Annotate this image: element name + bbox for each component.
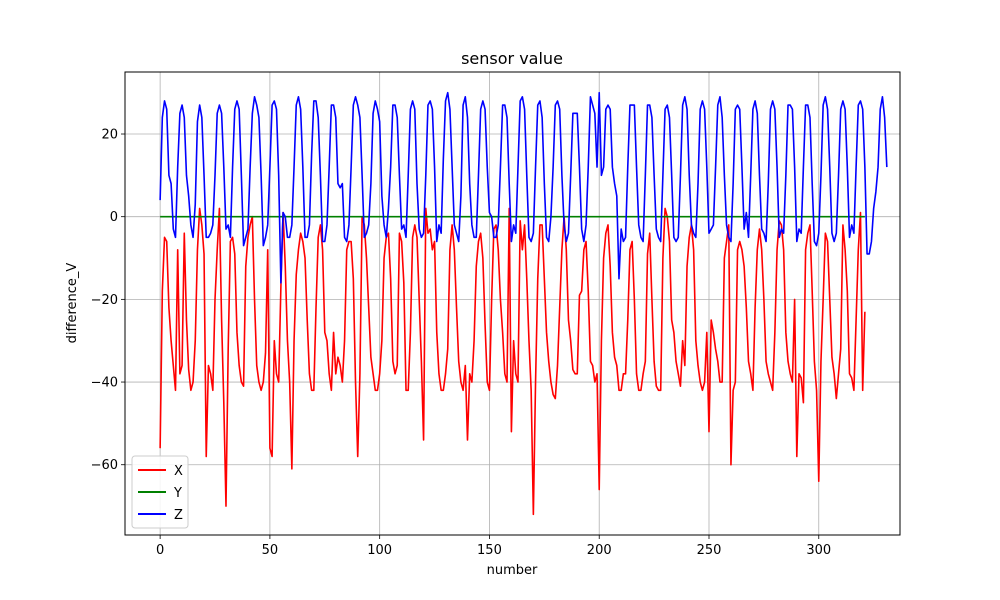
legend: XYZ (131, 455, 189, 529)
y-tick-label: 0 (110, 210, 118, 225)
series-layer (159, 91, 888, 516)
x-tick-label: 0 (156, 543, 164, 558)
x-tick-label: 100 (367, 543, 392, 558)
chart-title: sensor value (461, 49, 563, 68)
legend-label-z: Z (174, 508, 183, 523)
x-axis-ticks: 0 50 100 150 200 250 300 (156, 535, 831, 558)
legend-label-x: X (174, 464, 183, 479)
x-tick-label: 150 (477, 543, 502, 558)
y-tick-label: −60 (91, 458, 118, 473)
plot-frame (124, 71, 901, 536)
y-axis-label: difference_V (65, 263, 80, 344)
legend-label-y: Y (173, 486, 182, 501)
x-tick-label: 250 (697, 543, 722, 558)
y-axis-ticks: −60 −40 −20 0 20 (91, 128, 125, 473)
series-line-x (159, 207, 866, 516)
series-line-z (159, 91, 888, 284)
x-tick-label: 300 (806, 543, 831, 558)
y-tick-label: 20 (101, 128, 118, 143)
y-tick-label: −20 (91, 293, 118, 308)
x-tick-label: 50 (262, 543, 279, 558)
y-tick-label: −40 (91, 376, 118, 391)
x-axis-label: number (487, 563, 538, 578)
x-tick-label: 200 (587, 543, 612, 558)
